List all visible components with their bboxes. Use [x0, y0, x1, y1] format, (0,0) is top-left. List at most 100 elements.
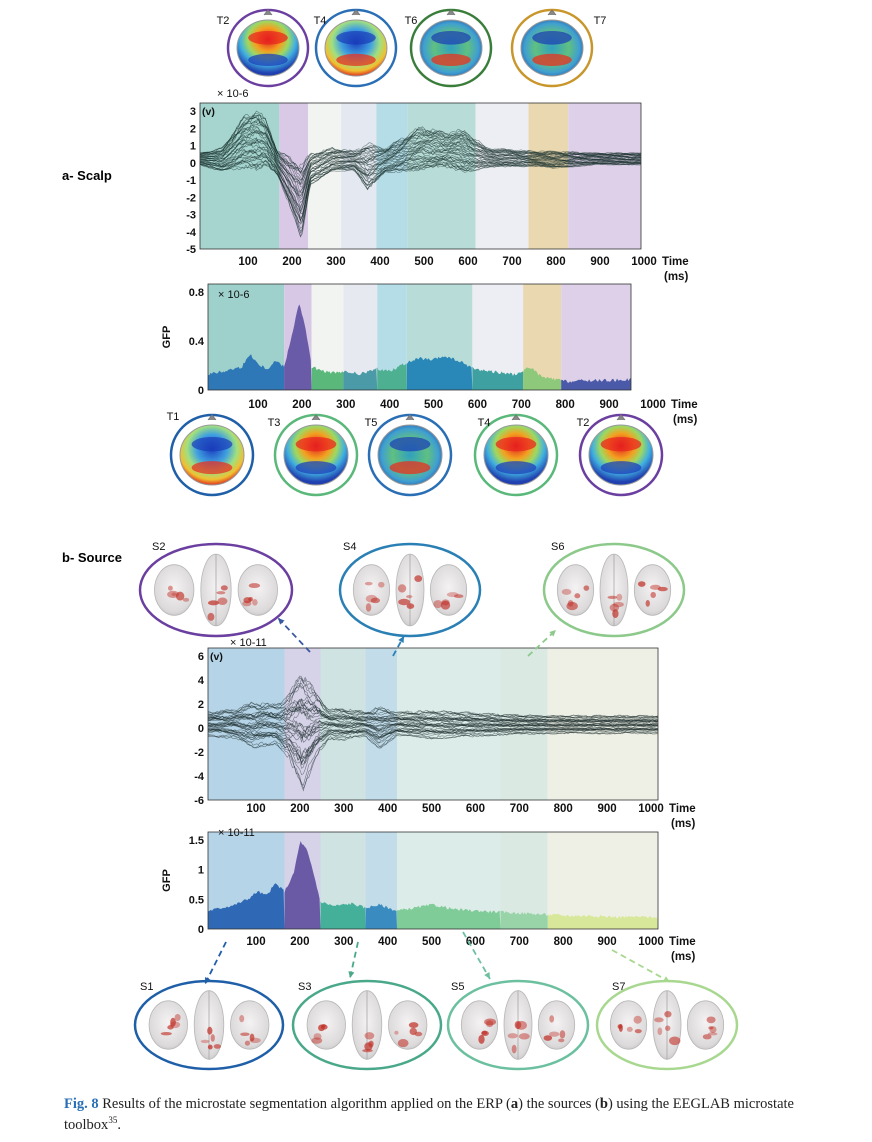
- scale-label: × 10-6: [217, 88, 249, 100]
- activation-spot: [634, 1029, 642, 1034]
- trace-line: [199, 163, 642, 238]
- y-tick-label: 3: [190, 106, 196, 118]
- trace-line: [199, 122, 642, 185]
- brain-icon: [148, 1000, 188, 1050]
- source-gfp-chart: 100 200 300 400 500 600 700 800 900 1000 Time(ms)1…: [161, 827, 696, 963]
- activation-spot: [210, 1034, 215, 1042]
- activation-spot: [645, 599, 650, 607]
- topomap-head: [283, 424, 349, 486]
- brain-icon: [686, 1000, 725, 1050]
- activation-spot: [409, 1027, 417, 1036]
- trace-line: [200, 137, 642, 208]
- activation-spot: [175, 591, 185, 601]
- x-tick-label: 400: [378, 936, 397, 948]
- plot-frame: [199, 102, 642, 250]
- brain-label: S7: [612, 981, 625, 993]
- x-axis-label: Time: [669, 803, 696, 815]
- caption-text-4: .: [117, 1116, 121, 1133]
- topomap-pole: [295, 437, 337, 452]
- topomap-label: T5: [365, 417, 378, 429]
- y-tick-label: 0: [198, 385, 204, 397]
- brain-icon: [388, 1000, 428, 1050]
- trace-line: [199, 129, 642, 188]
- activation-spot: [583, 585, 590, 591]
- nose-icon: [311, 414, 321, 421]
- arrows-layer: [204, 617, 671, 985]
- brain-s5: S5: [446, 979, 590, 1071]
- gfp-area-t4-3: [343, 367, 378, 390]
- scale-label: × 10-11: [218, 827, 255, 839]
- activation-spot: [406, 603, 415, 609]
- topomap-pole: [191, 437, 233, 452]
- topomap-label: T7: [594, 15, 607, 27]
- brain-icon: [609, 1000, 648, 1050]
- arrow-head: [663, 976, 670, 982]
- x-tick-label: 900: [590, 256, 609, 268]
- trace-line: [207, 722, 659, 738]
- activation-spot: [249, 1033, 255, 1042]
- x-axis-label: Time: [671, 399, 698, 411]
- gfp-area-t3-2: [311, 366, 344, 390]
- y-tick-label: 6: [198, 651, 204, 663]
- dashed-arrow: [611, 949, 671, 983]
- arrow-head: [348, 971, 355, 978]
- trace-line: [207, 727, 659, 760]
- segment-t5-4: [376, 103, 408, 249]
- activation-spot: [364, 1042, 373, 1051]
- topomap-label: T3: [268, 417, 281, 429]
- activation-spot: [612, 601, 624, 608]
- topomap-head: [588, 424, 654, 486]
- arrow-head: [278, 618, 285, 625]
- x-tick-label: 300: [336, 399, 355, 411]
- gfp-area-s6-5: [500, 910, 548, 929]
- topomap-t5: T5: [365, 413, 453, 497]
- y-tick-label: 0: [198, 924, 204, 936]
- topomap-pole: [495, 437, 537, 452]
- activation-spot: [511, 1044, 517, 1054]
- brain-icon: [556, 564, 595, 616]
- activation-spot: [252, 598, 258, 606]
- gfp-area-s7-6: [547, 913, 658, 929]
- y-tick-label: 0: [198, 723, 204, 735]
- activation-spot: [182, 597, 190, 602]
- topomap-pole: [495, 461, 537, 475]
- activation-spot: [549, 1015, 555, 1023]
- y-tick-label: 2: [198, 699, 204, 711]
- brain-s3: S3: [291, 979, 443, 1071]
- trace-line: [199, 131, 642, 195]
- y-tick-label: -2: [194, 747, 204, 759]
- caption-bold-b: b: [599, 1096, 608, 1112]
- topomap-pole: [600, 437, 642, 452]
- nose-icon: [207, 414, 217, 421]
- x-tick-label: 900: [598, 803, 617, 815]
- y-tick-label: 4: [198, 675, 205, 687]
- gfp-area-t2-1: [284, 304, 312, 390]
- topomap-label: T6: [405, 15, 418, 27]
- x-tick-label: 200: [292, 399, 311, 411]
- nose-icon: [351, 9, 361, 16]
- activation-spot: [174, 1014, 181, 1021]
- x-tick-label: 1000: [638, 803, 664, 815]
- gfp-area-s1-0: [208, 883, 285, 929]
- trace-line: [199, 153, 641, 222]
- trace-line: [207, 676, 659, 719]
- topomap-head: [520, 19, 584, 77]
- arrow-head: [549, 630, 556, 637]
- activation-spot: [394, 1030, 399, 1035]
- activation-spot: [239, 1015, 245, 1023]
- trace-line: [207, 721, 659, 732]
- topomap-label: T1: [167, 411, 180, 423]
- x-axis-unit: (ms): [673, 414, 697, 426]
- y-tick-label: 2: [190, 123, 196, 135]
- trace-line: [207, 728, 659, 769]
- activation-spot: [200, 1039, 210, 1044]
- x-tick-label: 400: [370, 256, 389, 268]
- activation-spot: [665, 1025, 671, 1031]
- brain-icon: [230, 1000, 270, 1050]
- x-tick-label: 700: [512, 399, 531, 411]
- y-tick-label: 0.5: [189, 894, 204, 906]
- topomap-t4: T4: [473, 413, 559, 497]
- gfp-area-t2-8: [561, 377, 631, 390]
- brain-label: S3: [298, 981, 311, 993]
- activation-spot: [167, 585, 173, 591]
